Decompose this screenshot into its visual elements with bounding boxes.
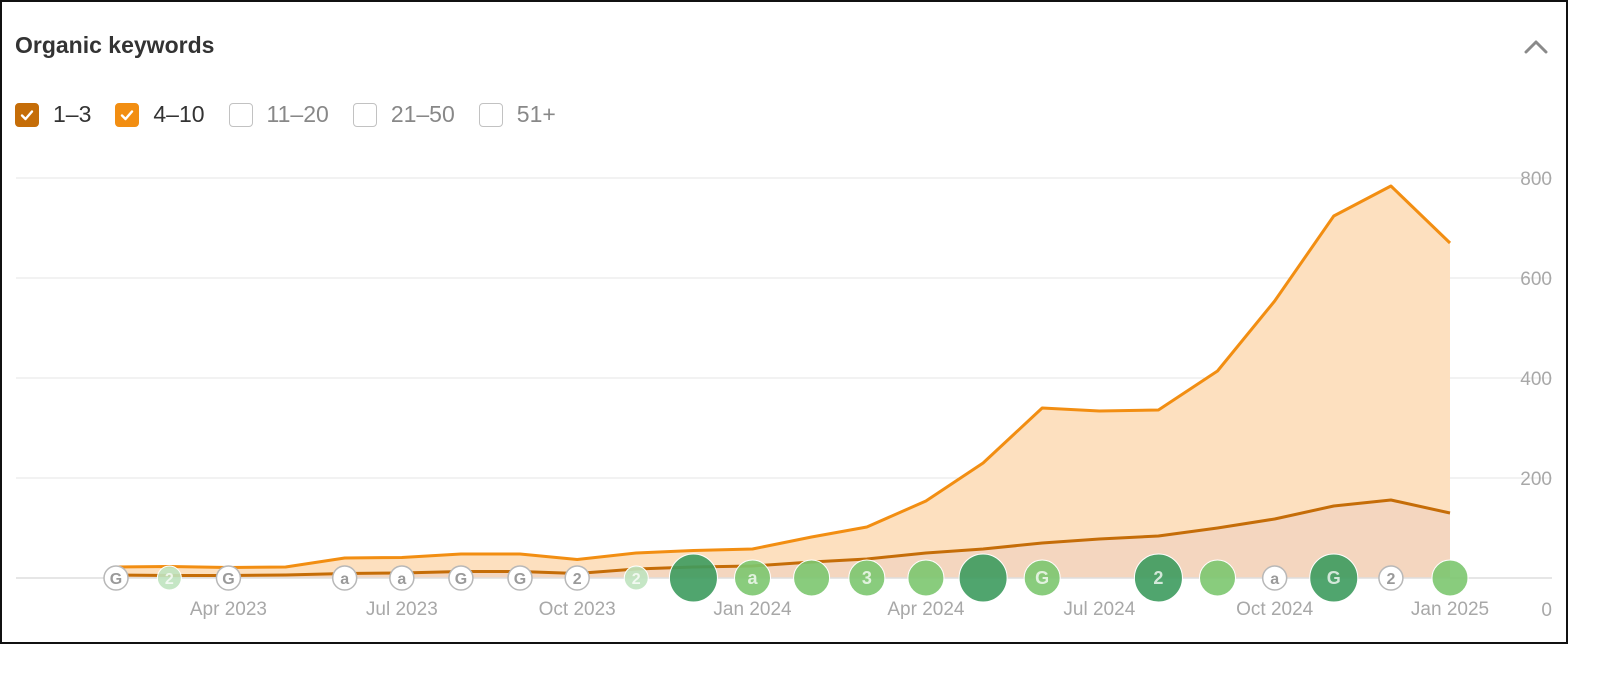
update-marker	[848, 559, 886, 597]
x-tick-label: Jul 2023	[366, 599, 438, 620]
x-tick-label: Apr 2024	[887, 599, 965, 620]
update-marker-label: 2	[1386, 571, 1395, 588]
x-tick-label: Jan 2025	[1411, 599, 1489, 620]
x-tick-label: Oct 2024	[1236, 599, 1314, 620]
legend-item-21-50[interactable]: 21–50	[352, 101, 455, 128]
organic-keywords-widget: Organic keywords 1–3 4–10 11–20	[0, 0, 1568, 644]
series-area-4-10	[116, 186, 1450, 576]
update-marker-label: G	[1327, 568, 1341, 588]
update-marker	[331, 565, 358, 591]
collapse-button[interactable]	[1518, 32, 1554, 62]
checkmark-icon	[121, 109, 134, 120]
update-marker	[623, 565, 649, 591]
y-tick-label: 800	[1520, 169, 1552, 190]
y-tick-label: 600	[1520, 269, 1552, 290]
update-marker-label: G	[110, 571, 122, 588]
update-marker-label: 3	[862, 568, 872, 588]
x-tick-label: Apr 2023	[190, 599, 267, 620]
x-tick-label: Jul 2024	[1063, 599, 1135, 620]
update-marker	[907, 559, 945, 597]
update-marker	[564, 565, 590, 591]
y-tick-label: 400	[1520, 369, 1552, 390]
update-marker	[156, 565, 182, 591]
checkmark-icon	[20, 109, 34, 120]
update-marker	[1431, 559, 1469, 597]
checkbox[interactable]	[352, 102, 377, 127]
update-marker	[958, 553, 1008, 603]
update-marker-label: a	[340, 571, 349, 588]
y-tick-label: 200	[1520, 469, 1552, 490]
update-marker	[1199, 559, 1237, 597]
update-marker-label: G	[1035, 568, 1049, 588]
widget-title: Organic keywords	[15, 32, 215, 58]
update-marker-label: a	[748, 568, 759, 588]
checkbox[interactable]	[115, 102, 140, 127]
checkbox[interactable]	[228, 102, 253, 127]
checkbox[interactable]	[478, 102, 503, 127]
update-marker-label: 2	[165, 571, 174, 588]
update-marker	[507, 565, 533, 591]
update-marker	[668, 553, 718, 603]
series-line-4-10	[115, 184, 1452, 569]
legend-item-51-plus[interactable]: 51+	[478, 101, 556, 128]
update-marker	[734, 559, 772, 597]
legend-item-4-10[interactable]: 4–10	[115, 101, 205, 128]
x-tick-label: Jan 2024	[713, 599, 792, 620]
update-marker-label: a	[397, 571, 406, 588]
update-marker	[103, 565, 129, 591]
chevron-up-icon	[1524, 40, 1548, 54]
legend-label: 21–50	[390, 101, 455, 127]
update-marker-label: G	[514, 571, 526, 588]
legend-item-1-3[interactable]: 1–3	[15, 101, 91, 128]
x-tick-label: Oct 2023	[539, 599, 616, 620]
update-marker-label: G	[455, 571, 467, 588]
legend-label: 11–20	[266, 101, 329, 127]
y-tick-label: 0	[1541, 600, 1552, 621]
legend-label: 51+	[516, 101, 556, 127]
update-marker	[215, 565, 242, 591]
keywords-area-chart: 0 200 400 600 800 Apr 2023 Jul 2023 Oct 2023 Jan…	[16, 169, 1552, 621]
update-marker-label: 2	[573, 571, 582, 588]
update-marker	[1261, 565, 1288, 591]
update-marker-label: 2	[632, 571, 641, 588]
update-marker	[1133, 553, 1183, 603]
update-marker	[1378, 565, 1404, 591]
update-marker	[793, 559, 831, 597]
update-marker-label: a	[1270, 571, 1279, 588]
checkbox[interactable]	[15, 102, 39, 127]
legend-label: 4–10	[153, 101, 205, 127]
series-area-1-3	[116, 500, 1450, 578]
legend-label: 1–3	[53, 101, 92, 127]
update-marker	[1309, 553, 1359, 603]
update-marker	[448, 565, 474, 591]
update-marker-label: 2	[1153, 568, 1163, 588]
legend-item-11-20[interactable]: 11–20	[228, 101, 329, 128]
position-filter-legend: 1–3 4–10 11–20 21–50 51+	[15, 101, 580, 128]
update-marker	[389, 565, 415, 591]
update-marker	[1023, 559, 1061, 597]
update-marker-label: G	[222, 571, 234, 588]
